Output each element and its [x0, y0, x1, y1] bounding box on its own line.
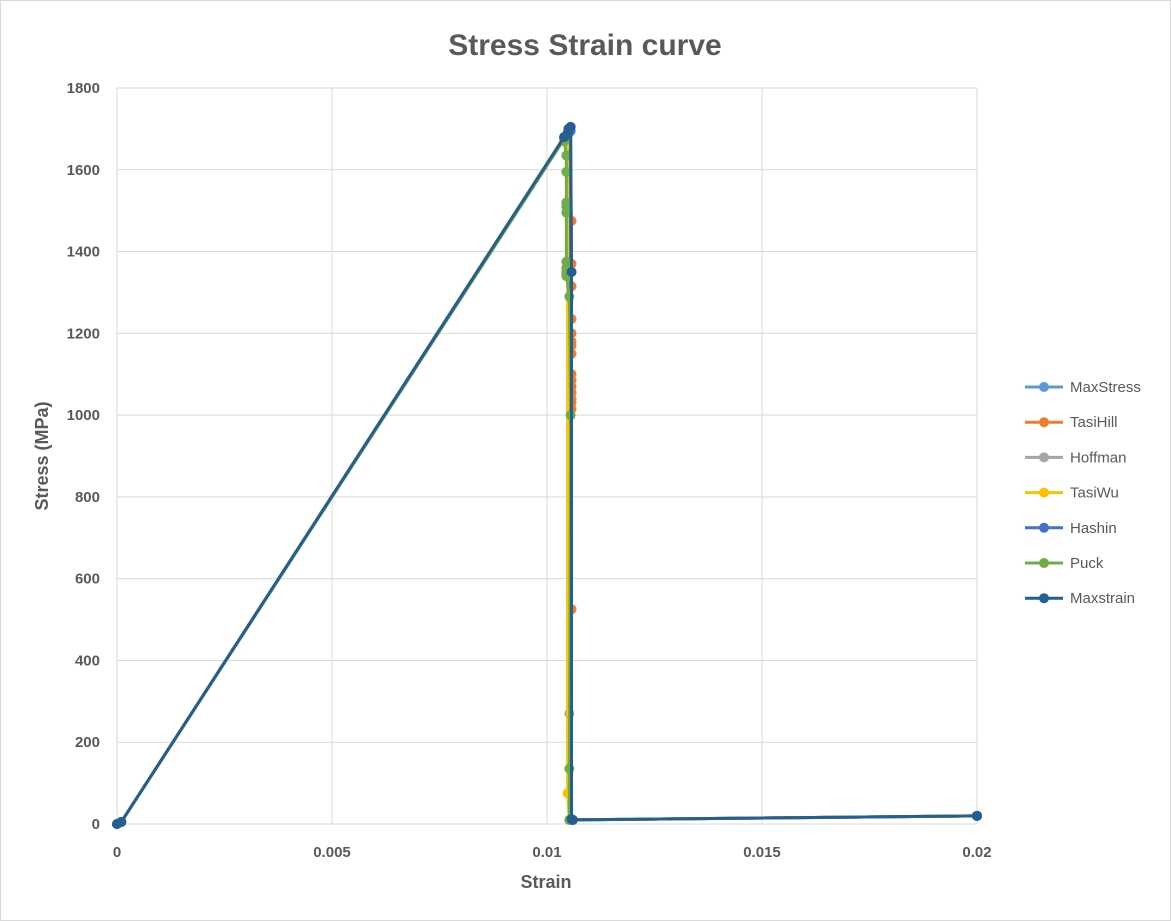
- legend-item-maxstrain: Maxstrain: [1025, 590, 1135, 607]
- legend-item-maxstress: MaxStress: [1025, 379, 1141, 396]
- data-point-puck: [561, 207, 572, 218]
- chart-title: Stress Strain curve: [448, 29, 721, 62]
- legend-marker: [1039, 487, 1049, 498]
- legend-marker: [1039, 558, 1049, 568]
- data-point-maxstrain: [566, 267, 577, 277]
- legend: MaxStress TasiHill Hoffman TasiWu Hashin Puck…: [1025, 379, 1141, 607]
- y-tick-label: 1800: [67, 80, 100, 97]
- y-tick-label: 600: [75, 571, 100, 588]
- legend-label: TasiHill: [1070, 414, 1118, 431]
- x-axis-title: Strain: [520, 872, 571, 892]
- x-tick-label: 0.02: [962, 844, 991, 861]
- legend-label: MaxStress: [1070, 379, 1141, 396]
- data-point-puck: [561, 166, 572, 177]
- y-tick-label: 1400: [67, 244, 100, 261]
- x-tick-label: 0.015: [743, 844, 781, 861]
- y-tick-label: 0: [92, 816, 100, 833]
- data-point-maxstrain: [116, 816, 127, 827]
- y-tick-label: 1000: [67, 407, 100, 424]
- legend-item-tasihill: TasiHill: [1025, 414, 1118, 431]
- x-tick-labels: 0 0.005 0.01 0.015 0.02: [113, 844, 992, 861]
- legend-label: Puck: [1070, 555, 1104, 572]
- y-tick-labels: 0 200 400 600 800 1000 1200 1400 1600 1800: [67, 80, 100, 833]
- y-tick-label: 1600: [67, 162, 100, 179]
- y-tick-label: 800: [75, 489, 100, 506]
- x-tick-label: 0.005: [313, 844, 351, 861]
- series-maxstrain: [112, 121, 982, 829]
- legend-item-hashin: Hashin: [1025, 520, 1117, 537]
- legend-item-puck: Puck: [1025, 555, 1104, 572]
- y-tick-label: 400: [75, 652, 100, 669]
- y-tick-label: 200: [75, 734, 100, 751]
- legend-marker: [1039, 522, 1049, 533]
- x-tick-label: 0.01: [532, 844, 561, 861]
- legend-marker: [1039, 417, 1049, 428]
- legend-label: Hashin: [1070, 520, 1117, 537]
- y-tick-label: 1200: [67, 325, 100, 342]
- legend-marker: [1039, 593, 1049, 604]
- legend-item-hoffman: Hoffman: [1025, 449, 1126, 466]
- data-point-puck: [561, 150, 572, 161]
- legend-label: Maxstrain: [1070, 590, 1135, 607]
- data-point-maxstrain: [567, 814, 578, 825]
- gridlines: [116, 87, 978, 825]
- legend-marker: [1039, 382, 1049, 392]
- legend-label: Hoffman: [1070, 449, 1126, 466]
- data-point-maxstrain: [972, 810, 982, 821]
- legend-item-tasiwu: TasiWu: [1025, 485, 1119, 502]
- legend-label: TasiWu: [1070, 485, 1119, 502]
- series-layer: [112, 121, 982, 829]
- legend-marker: [1039, 452, 1049, 463]
- y-axis-title: Stress (MPa): [32, 401, 52, 510]
- data-point-maxstrain: [565, 121, 576, 132]
- x-tick-label: 0: [113, 844, 121, 861]
